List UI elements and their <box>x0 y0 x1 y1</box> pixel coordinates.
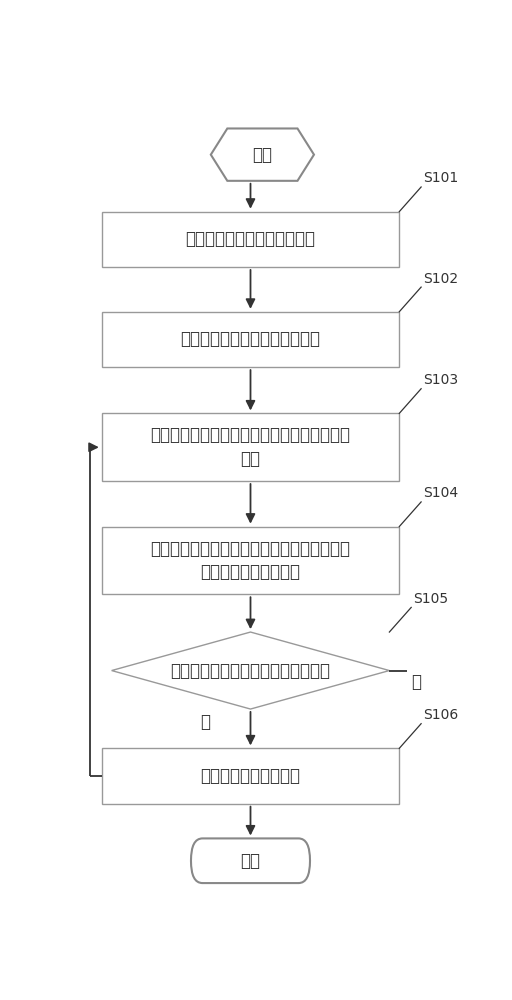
Text: 是: 是 <box>200 713 210 731</box>
Text: 否: 否 <box>411 673 421 691</box>
Text: 将所述实测低压压力值带入所述线性方程，计
算得到虚拟高压压力值: 将所述实测低压压力值带入所述线性方程，计 算得到虚拟高压压力值 <box>151 540 351 581</box>
Polygon shape <box>112 632 389 709</box>
Text: S101: S101 <box>423 171 458 185</box>
Text: 开始: 开始 <box>252 146 272 164</box>
FancyBboxPatch shape <box>102 413 399 481</box>
Text: 实测高压压力值大于虚拟高压压力值: 实测高压压力值大于虚拟高压压力值 <box>170 662 331 680</box>
Text: S104: S104 <box>423 486 458 500</box>
Text: S105: S105 <box>413 592 449 606</box>
FancyBboxPatch shape <box>102 527 399 594</box>
Text: 获取空调设备的实测高压压力值和实测低压压
力值: 获取空调设备的实测高压压力值和实测低压压 力值 <box>151 426 351 468</box>
Text: S103: S103 <box>423 373 458 387</box>
Text: S102: S102 <box>423 272 458 286</box>
FancyBboxPatch shape <box>102 212 399 267</box>
Polygon shape <box>211 128 314 181</box>
Text: S106: S106 <box>423 708 458 722</box>
Text: 降低所述压缩机的频率: 降低所述压缩机的频率 <box>201 767 301 785</box>
FancyBboxPatch shape <box>102 312 399 367</box>
FancyBboxPatch shape <box>102 748 399 804</box>
Text: 计算得到最高压比线的线性方程: 计算得到最高压比线的线性方程 <box>181 330 321 348</box>
FancyBboxPatch shape <box>191 838 310 883</box>
Text: 结束: 结束 <box>241 852 261 870</box>
Text: 获取空调设备的可靠运行范围: 获取空调设备的可靠运行范围 <box>185 230 315 248</box>
